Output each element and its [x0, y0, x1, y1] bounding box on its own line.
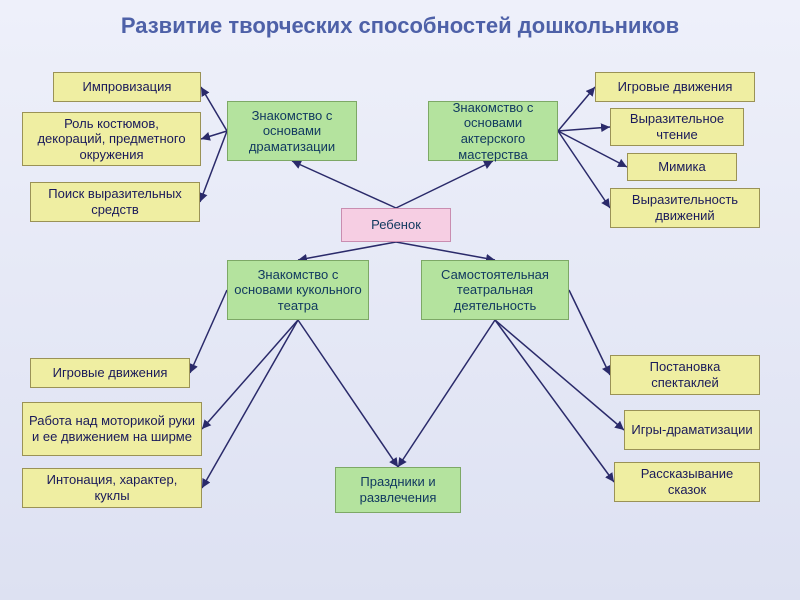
node-motorics: Работа над моторикой руки и ее движением…	[22, 402, 202, 456]
edge-child-to-self_theatre	[396, 242, 495, 260]
node-acting_basics: Знакомство с основами актерского мастерс…	[428, 101, 558, 161]
edge-puppet_basics-to-motorics	[202, 320, 298, 429]
node-child: Ребенок	[341, 208, 451, 242]
node-play_moves2: Игровые движения	[30, 358, 190, 388]
edge-puppet_basics-to-holidays	[298, 320, 398, 467]
edge-drama_basics-to-improvisation	[201, 87, 227, 131]
edge-acting_basics-to-expr_reading	[558, 127, 610, 131]
node-storytelling: Рассказывание сказок	[614, 462, 760, 502]
edge-drama_basics-to-expressive_search	[200, 131, 227, 202]
edge-acting_basics-to-expr_moves	[558, 131, 610, 208]
edge-self_theatre-to-holidays	[398, 320, 495, 467]
node-costumes: Роль костюмов, декораций, предметного ок…	[22, 112, 201, 166]
edge-child-to-puppet_basics	[298, 242, 396, 260]
node-expressive_search: Поиск выразительных средств	[30, 182, 200, 222]
node-improvisation: Импровизация	[53, 72, 201, 102]
edge-self_theatre-to-storytelling	[495, 320, 614, 482]
edge-puppet_basics-to-intonation	[202, 320, 298, 488]
edge-drama_basics-to-costumes	[201, 131, 227, 139]
node-play_moves1: Игровые движения	[595, 72, 755, 102]
node-holidays: Праздники и развлечения	[335, 467, 461, 513]
node-mimic: Мимика	[627, 153, 737, 181]
edge-child-to-acting_basics	[396, 161, 493, 208]
diagram-title: Развитие творческих способностей дошколь…	[0, 12, 800, 40]
node-drama_basics: Знакомство с основами драматизации	[227, 101, 357, 161]
node-self_theatre: Самостоятельная театральная деятельность	[421, 260, 569, 320]
node-performances: Постановка спектаклей	[610, 355, 760, 395]
node-expr_moves: Выразительность движений	[610, 188, 760, 228]
edge-acting_basics-to-play_moves1	[558, 87, 595, 131]
diagram-canvas: Развитие творческих способностей дошколь…	[0, 0, 800, 600]
edge-puppet_basics-to-play_moves2	[190, 290, 227, 373]
node-expr_reading: Выразительное чтение	[610, 108, 744, 146]
node-intonation: Интонация, характер, куклы	[22, 468, 202, 508]
edge-self_theatre-to-performances	[569, 290, 610, 375]
node-drama_games: Игры-драматизации	[624, 410, 760, 450]
node-puppet_basics: Знакомство с основами кукольного театра	[227, 260, 369, 320]
edge-child-to-drama_basics	[292, 161, 396, 208]
edge-self_theatre-to-drama_games	[495, 320, 624, 430]
